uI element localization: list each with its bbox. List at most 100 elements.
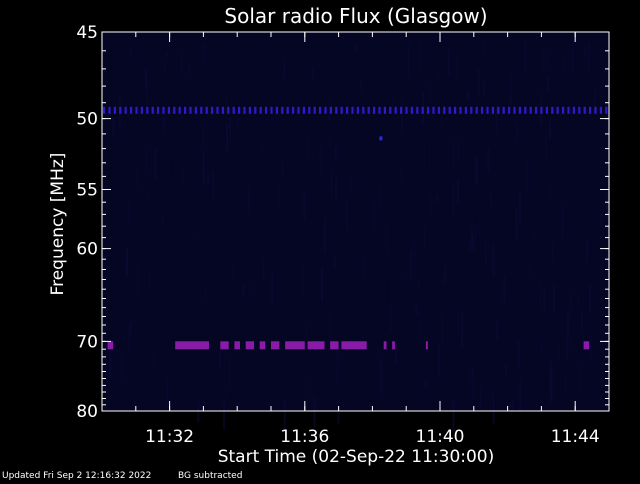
noise-streak	[209, 394, 212, 404]
noise-streak	[487, 148, 490, 174]
noise-streak	[270, 233, 273, 258]
noise-streak	[561, 173, 564, 191]
noise-streak	[525, 300, 528, 330]
noise-streak	[417, 280, 420, 288]
x-axis-label: Start Time (02-Sep-22 11:30:00)	[218, 447, 495, 467]
noise-streak	[166, 379, 169, 406]
noise-streak	[262, 259, 265, 283]
band-49-5-segment	[221, 106, 224, 114]
noise-streak	[229, 116, 232, 142]
band-49-5-segment	[400, 106, 403, 114]
noise-streak	[307, 139, 310, 157]
band-49-5-segment	[356, 106, 359, 114]
noise-streak	[588, 41, 591, 71]
band-49-5-segment	[427, 106, 430, 114]
noise-streak	[302, 263, 305, 295]
band-70-5-segment	[271, 341, 280, 350]
noise-streak	[530, 289, 533, 313]
band-49-5-segment	[486, 106, 489, 114]
noise-streak	[123, 119, 126, 132]
noise-streak	[579, 361, 581, 397]
band-49-5-segment	[335, 106, 338, 114]
band-49-5-segment	[605, 106, 608, 114]
noise-streak	[333, 256, 336, 267]
noise-streak	[542, 48, 545, 78]
band-49-5-segment	[432, 106, 435, 114]
noise-streak	[571, 39, 574, 74]
noise-streak	[479, 387, 482, 411]
noise-streak	[516, 123, 519, 141]
band-49-5-segment	[270, 106, 273, 114]
noise-streak	[336, 347, 339, 383]
noise-streak	[165, 51, 168, 58]
noise-streak	[421, 247, 424, 267]
noise-streak	[586, 239, 589, 264]
noise-streak	[237, 116, 239, 129]
noise-streak	[399, 164, 402, 181]
noise-streak	[147, 188, 150, 197]
noise-streak	[489, 191, 492, 205]
noise-streak	[271, 272, 274, 305]
noise-streak	[443, 265, 446, 284]
noise-streak	[389, 305, 392, 332]
noise-streak	[144, 68, 147, 88]
noise-streak	[225, 94, 228, 112]
band-49-5-segment	[124, 106, 127, 114]
noise-streak	[226, 125, 228, 153]
x-axis: 11:32 11:36 11:40 11:44	[101, 32, 610, 447]
noise-streak	[202, 123, 205, 144]
noise-streak	[452, 140, 455, 168]
noise-streak	[211, 169, 214, 202]
noise-streak	[207, 122, 209, 153]
noise-streak	[408, 390, 411, 403]
noise-streak	[600, 212, 603, 227]
noise-streak	[415, 305, 418, 317]
band-49-5-segment	[281, 106, 284, 114]
band-49-5-segment	[140, 106, 143, 114]
noise-streak	[383, 214, 386, 250]
band-49-5-segment	[227, 106, 230, 114]
band-49-5-segment	[599, 106, 602, 114]
noise-streak	[447, 359, 450, 371]
noise-streak	[519, 193, 522, 225]
noise-streak	[444, 108, 447, 115]
noise-streak	[514, 122, 517, 156]
band-49-5-segment	[545, 106, 548, 114]
noise-streak	[305, 323, 308, 340]
noise-streak	[446, 251, 449, 286]
band-70-5-segment	[245, 341, 255, 350]
noise-streak	[162, 217, 164, 224]
band-49-5-segment	[178, 106, 181, 114]
noise-streak	[168, 292, 171, 326]
noise-streak	[569, 338, 572, 348]
band-49-5-segment	[113, 106, 116, 114]
noise-streak	[585, 59, 588, 71]
band-49-5-segment	[394, 106, 397, 114]
noise-streak	[504, 364, 507, 374]
band-49-5-segment	[254, 106, 257, 114]
band-70-5-segment	[285, 341, 305, 350]
band-49-5-segment	[302, 106, 305, 114]
noise-streak	[373, 199, 376, 233]
y-tick-label: 45	[76, 23, 98, 43]
band-49-5-segment	[346, 106, 349, 114]
plot-frame	[101, 31, 610, 412]
noise-streak	[594, 90, 597, 112]
band-49-5-segment	[211, 106, 214, 114]
noise-streak	[477, 217, 480, 245]
noise-streak	[386, 224, 389, 253]
noise-streak	[570, 292, 572, 319]
band-70-5-segment	[175, 341, 209, 350]
noise-streak	[503, 275, 506, 302]
noise-streak	[202, 150, 205, 186]
noise-streak	[566, 335, 569, 361]
band-49-5-segment	[119, 106, 122, 114]
noise-streak	[539, 279, 542, 315]
band-49-5-segment	[216, 106, 219, 114]
band-49-5-segment	[275, 106, 278, 114]
noise-streak	[404, 270, 407, 278]
band-49-5-segment	[146, 106, 149, 114]
noise-streak	[303, 190, 306, 221]
noise-streak	[337, 405, 340, 425]
noise-streak	[389, 277, 392, 311]
